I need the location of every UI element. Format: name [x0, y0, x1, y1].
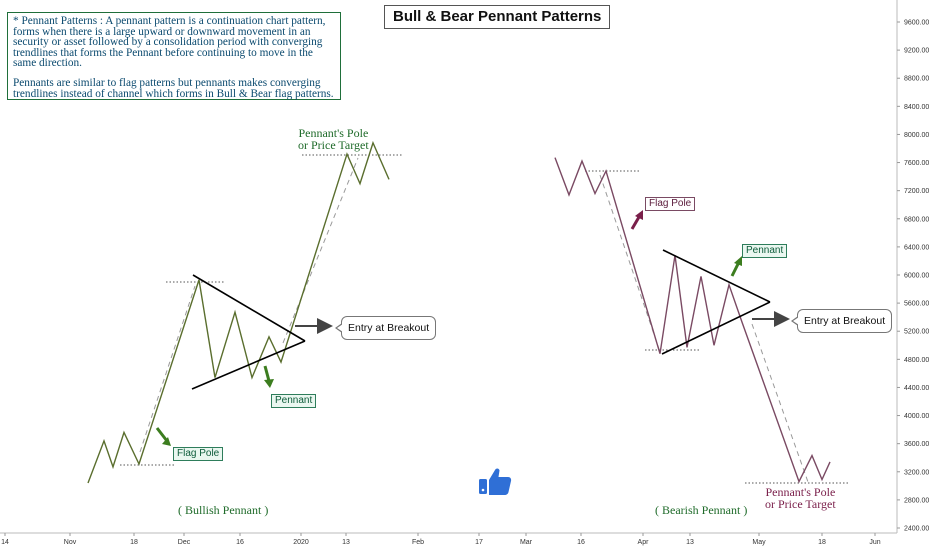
chart-title: Bull & Bear Pennant Patterns: [384, 5, 611, 29]
bear-target-line1: Pennant's Pole: [765, 485, 836, 499]
bear-price-line: [554, 157, 831, 484]
bear-pennant-label: Pennant: [742, 244, 788, 258]
y-tick-label: 5600.00: [904, 301, 929, 308]
description-para-1: * Pennant Patterns : A pennant pattern i…: [13, 15, 326, 70]
y-tick-label: 4400.00: [904, 385, 929, 392]
bear-entry-callout: Entry at Breakout: [790, 309, 893, 333]
y-tick-label: 8800.00: [904, 76, 929, 83]
bull-pennant-lower: [191, 340, 306, 390]
y-tick-label: 4800.00: [904, 357, 929, 364]
x-tick-label: 17: [475, 539, 483, 546]
x-tick-label: 18: [130, 539, 138, 546]
y-tick-label: 6400.00: [904, 244, 929, 251]
bull-target-line2: or Price Target: [298, 138, 369, 152]
y-tick-label: 8000.00: [904, 132, 929, 139]
bull-entry-callout: Entry at Breakout: [334, 316, 437, 340]
guide-lines: [120, 154, 848, 484]
x-tick-label: 13: [686, 539, 694, 546]
y-tick-label: 3600.00: [904, 441, 929, 448]
y-tick-label: 6000.00: [904, 273, 929, 280]
bull-target-line1: Pennant's Pole: [298, 126, 369, 140]
bull-price-line: [87, 140, 390, 484]
bull-flag-pole-arrow: [155, 427, 171, 446]
bear-caption: ( Bearish Pennant ): [655, 503, 748, 517]
bull-pennant-trendlines: [191, 274, 306, 390]
bear-pennant-lower: [661, 301, 771, 355]
x-axis-ticks: 14 Nov 18 Dec 16 2020 13 Feb 17 Mar 16 Apr 13 May 18 Ju…: [1, 533, 881, 546]
x-tick-label: Mar: [520, 539, 533, 546]
y-tick-label: 2800.00: [904, 497, 929, 504]
x-tick-label: Nov: [64, 539, 77, 546]
bear-pennant-upper: [662, 249, 771, 303]
bear-pennant-trendlines: [661, 249, 771, 355]
x-tick-label: Apr: [638, 539, 650, 546]
bull-flag-pole-label: Flag Pole: [173, 447, 224, 461]
y-tick-label: 2400.00: [904, 526, 929, 533]
bear-target-projection: [751, 323, 809, 483]
x-tick-label: 16: [236, 539, 244, 546]
y-tick-label: 3200.00: [904, 469, 929, 476]
x-tick-label: 13: [342, 539, 350, 546]
bull-target-projection: [282, 157, 359, 344]
bull-target-label: Pennant's Pole or Price Target: [298, 127, 369, 151]
bull-pennant-upper: [192, 274, 306, 342]
y-tick-label: 9200.00: [904, 48, 929, 55]
thumbs-up-icon: [479, 468, 512, 495]
bear-flag-pole-label: Flag Pole: [645, 197, 696, 211]
y-tick-label: 4000.00: [904, 413, 929, 420]
y-tick-label: 7600.00: [904, 160, 929, 167]
bear-pole-projection: [599, 174, 661, 353]
description-para-2: Pennants are similar to flag patterns bu…: [13, 76, 334, 100]
x-tick-label: 18: [818, 539, 826, 546]
bear-target-label: Pennant's Pole or Price Target: [765, 486, 836, 510]
bull-pennant-label: Pennant: [271, 394, 317, 408]
bull-pole-projection: [139, 285, 196, 453]
y-axis-ticks: 2400.00 2800.00 3200.00 3600.00 4000.00 4400.…: [897, 20, 929, 533]
bear-pennant-arrow: [730, 256, 742, 277]
x-tick-label: Jun: [869, 539, 880, 546]
description-box: * Pennant Patterns : A pennant pattern i…: [7, 12, 341, 100]
x-tick-label: Dec: [178, 539, 191, 546]
bull-caption: ( Bullish Pennant ): [178, 503, 269, 517]
x-tick-label: May: [752, 539, 766, 546]
bull-pennant-arrow: [263, 365, 274, 388]
x-tick-label: 14: [1, 539, 9, 546]
y-tick-label: 8400.00: [904, 104, 929, 111]
y-tick-label: 6800.00: [904, 216, 929, 223]
bear-target-line2: or Price Target: [765, 497, 836, 511]
x-tick-label: 16: [577, 539, 585, 546]
y-tick-label: 5200.00: [904, 329, 929, 336]
x-tick-label: Feb: [412, 539, 424, 546]
y-tick-label: 9600.00: [904, 20, 929, 27]
bear-flag-pole-arrow: [630, 210, 643, 230]
y-tick-label: 7200.00: [904, 188, 929, 195]
x-tick-label: 2020: [293, 539, 309, 546]
